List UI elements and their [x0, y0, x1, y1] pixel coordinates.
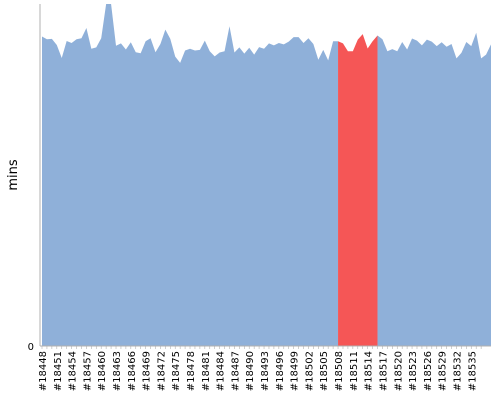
area-after-highlight [377, 32, 491, 346]
x-ticks: #18448 #18451 #18454 #18457 #18460 #18463 #184… [38, 346, 482, 391]
x-tick-label: #18478 [186, 351, 197, 391]
x-tick-label: #18454 [68, 351, 79, 391]
x-tick-label: #18517 [378, 351, 389, 391]
x-tick-label: #18490 [245, 351, 256, 391]
area-highlight [338, 34, 378, 346]
x-tick-label: #18481 [201, 351, 212, 391]
x-tick-label: #18466 [127, 351, 138, 391]
x-tick-label: #18448 [38, 351, 49, 391]
x-tick-label: #18472 [156, 351, 167, 391]
x-tick-label: #18535 [467, 351, 478, 391]
x-tick-label: #18487 [230, 351, 241, 391]
x-tick-label: #18529 [438, 351, 449, 391]
x-tick-label: #18505 [319, 351, 330, 391]
x-tick-label: #18511 [349, 351, 360, 391]
x-tick-label: #18523 [408, 351, 419, 391]
plot-area [42, 4, 491, 346]
y-axis-label: mins [6, 159, 21, 191]
x-tick-label: #18460 [97, 351, 108, 391]
x-tick-label: #18493 [260, 351, 271, 391]
y-tick-label: 0 [28, 342, 34, 353]
x-tick-label: #18532 [452, 351, 463, 391]
x-tick-label: #18469 [142, 351, 153, 391]
x-tick-label: #18520 [393, 351, 404, 391]
area-before-highlight [42, 4, 339, 346]
x-tick-label: #18499 [290, 351, 301, 391]
y-ticks: 0 [28, 342, 34, 353]
x-tick-label: #18508 [334, 351, 345, 391]
x-tick-label: #18502 [304, 351, 315, 391]
x-tick-label: #18463 [112, 351, 123, 391]
x-tick-label: #18514 [364, 351, 375, 391]
x-tick-label: #18496 [275, 351, 286, 391]
x-tick-label: #18526 [423, 351, 434, 391]
x-tick-label: #18451 [53, 351, 64, 391]
x-tick-label: #18475 [171, 351, 182, 391]
x-tick-label: #18484 [216, 351, 227, 391]
x-tick-label: #18457 [82, 351, 93, 391]
